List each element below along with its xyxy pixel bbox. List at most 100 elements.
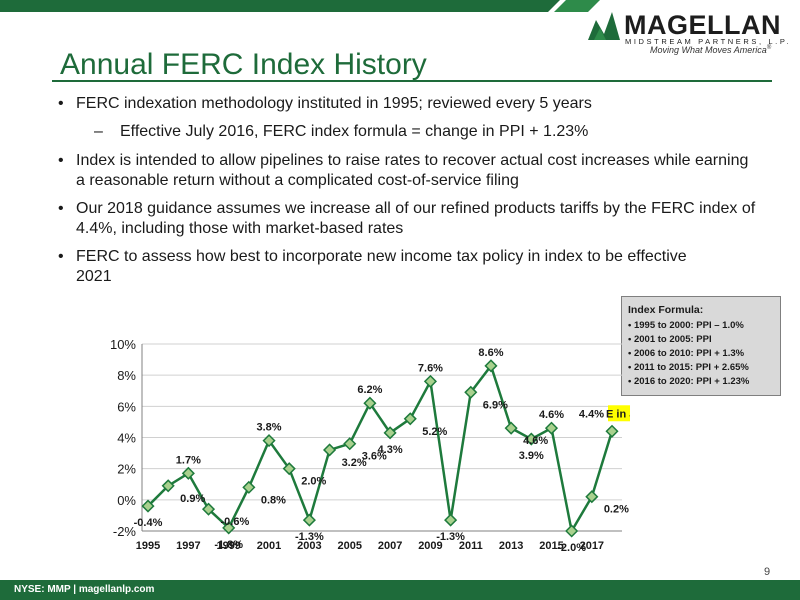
data-label: 3.8% (257, 422, 282, 434)
x-tick-label: 2003 (297, 540, 321, 552)
x-tick-label: 2013 (499, 540, 523, 552)
data-point (605, 424, 619, 438)
x-tick-label: 2009 (418, 540, 442, 552)
data-point (323, 443, 337, 457)
data-label: -0.6% (221, 516, 250, 528)
y-tick-label: 4% (117, 431, 136, 446)
bullet-icon: • (58, 200, 64, 217)
data-point (585, 490, 599, 504)
data-label: -1.8% (214, 539, 243, 551)
data-point (262, 434, 276, 448)
data-label: 6.9% (483, 399, 508, 411)
data-label: -1.3% (436, 531, 465, 543)
data-label: 0.2% (604, 504, 629, 516)
data-label: 1.7% (176, 454, 201, 466)
data-label: 0.8% (261, 494, 286, 506)
formula-item: • 2011 to 2015: PPI + 2.65% (628, 362, 749, 373)
footer-bar: NYSE: MMP | magellanlp.com (0, 580, 800, 600)
page-title: Annual FERC Index History (60, 48, 427, 81)
data-point (423, 374, 437, 388)
logo-subtitle: MIDSTREAM PARTNERS, L.P. (625, 37, 792, 46)
bullet-list: • FERC indexation methodology instituted … (58, 94, 758, 295)
data-label: -1.3% (295, 531, 324, 543)
data-point (161, 479, 175, 493)
formula-title: Index Formula: (628, 304, 704, 316)
sub-bullet-item: – Effective July 2016, FERC index formula… (94, 123, 589, 140)
bullet-icon: • (58, 95, 64, 112)
data-point (544, 421, 559, 435)
annotation-highlight (608, 405, 630, 422)
data-label: 4.3% (378, 444, 403, 456)
bullet-item: • Our 2018 guidance assumes we increase a… (58, 200, 756, 237)
data-point (464, 385, 478, 399)
x-tick-label: 1997 (176, 540, 200, 552)
page-number: 9 (764, 566, 771, 578)
data-point (565, 524, 579, 538)
data-point (343, 437, 357, 451)
data-point (222, 521, 236, 535)
y-tick-label: 0% (117, 493, 136, 508)
x-tick-label: 2017 (580, 540, 604, 552)
data-label: -2.0% (557, 542, 586, 554)
x-tick-label: 2015 (539, 540, 563, 552)
logo-mark-icon (588, 12, 620, 40)
x-tick-label: 1999 (216, 540, 240, 552)
formula-item: • 2006 to 2010: PPI + 1.3% (628, 348, 745, 359)
data-point (383, 426, 397, 440)
bullet-icon: • (58, 248, 64, 265)
y-tick-label: 10% (110, 337, 136, 352)
data-label: 3.2% (342, 457, 367, 469)
data-point (302, 513, 316, 527)
title-underline (52, 80, 772, 82)
data-point (403, 412, 417, 426)
x-tick-label: 2005 (337, 540, 361, 552)
x-tick-label: 2001 (257, 540, 281, 552)
logo-name: MAGELLAN (624, 10, 781, 40)
data-label: 4.4% (579, 408, 604, 420)
data-point (141, 499, 155, 513)
index-formula-box: Index Formula: • 1995 to 2000: PPI – 1.0… (621, 296, 781, 396)
data-point (242, 480, 256, 494)
bullet-item: • FERC to assess how best to incorporate … (58, 248, 687, 285)
logo-tagline: Moving What Moves America® (650, 45, 772, 55)
formula-item: • 2016 to 2020: PPI + 1.23% (628, 376, 750, 387)
data-point (282, 462, 296, 476)
data-point (363, 396, 377, 410)
bullet-icon: • (58, 152, 64, 169)
formula-item: • 2001 to 2005: PPI (628, 334, 712, 345)
data-label: 7.6% (418, 362, 443, 374)
data-point (444, 513, 458, 527)
ferc-index-chart: 10% 8% 6% 4% 2% 0% -2%1995 1997 1999 2001 2003 2005… (110, 337, 630, 554)
bullet-item: • FERC indexation methodology instituted … (58, 95, 592, 112)
data-label: 8.6% (478, 347, 503, 359)
y-tick-label: -2% (113, 524, 137, 539)
data-point (484, 359, 498, 373)
data-label: -0.4% (134, 517, 163, 529)
data-label: 0.9% (180, 493, 205, 505)
footer-text: NYSE: MMP | magellanlp.com (14, 584, 155, 595)
data-label: 2.0% (301, 476, 326, 488)
data-label: 3.6% (362, 451, 387, 463)
data-label: 3.9% (519, 450, 544, 462)
formula-list: • 1995 to 2000: PPI – 1.0% • 2001 to 200… (628, 319, 749, 389)
data-point (181, 466, 195, 480)
y-tick-label: 2% (117, 462, 136, 477)
formula-item: • 1995 to 2000: PPI – 1.0% (628, 320, 744, 331)
data-point (524, 432, 538, 446)
data-point (504, 421, 518, 435)
bullet-item: • Index is intended to allow pipelines to… (58, 152, 749, 189)
company-logo: MAGELLAN MIDSTREAM PARTNERS, L.P. Moving… (588, 10, 793, 55)
data-point (201, 502, 216, 516)
x-tick-label: 2007 (378, 540, 402, 552)
data-label: 6.2% (357, 384, 382, 396)
header-band (0, 0, 600, 12)
data-label: 5.2% (422, 426, 447, 438)
data-label: 4.6% (539, 409, 564, 421)
y-tick-label: 6% (117, 399, 136, 414)
y-tick-label: 8% (117, 368, 136, 383)
dash-icon: – (94, 123, 103, 140)
data-label: 4.6% (523, 435, 548, 447)
x-tick-label: 2011 (459, 540, 483, 552)
x-tick-label: 1995 (136, 540, 160, 552)
forecast-annotation: E in July ‘18 (606, 408, 630, 420)
